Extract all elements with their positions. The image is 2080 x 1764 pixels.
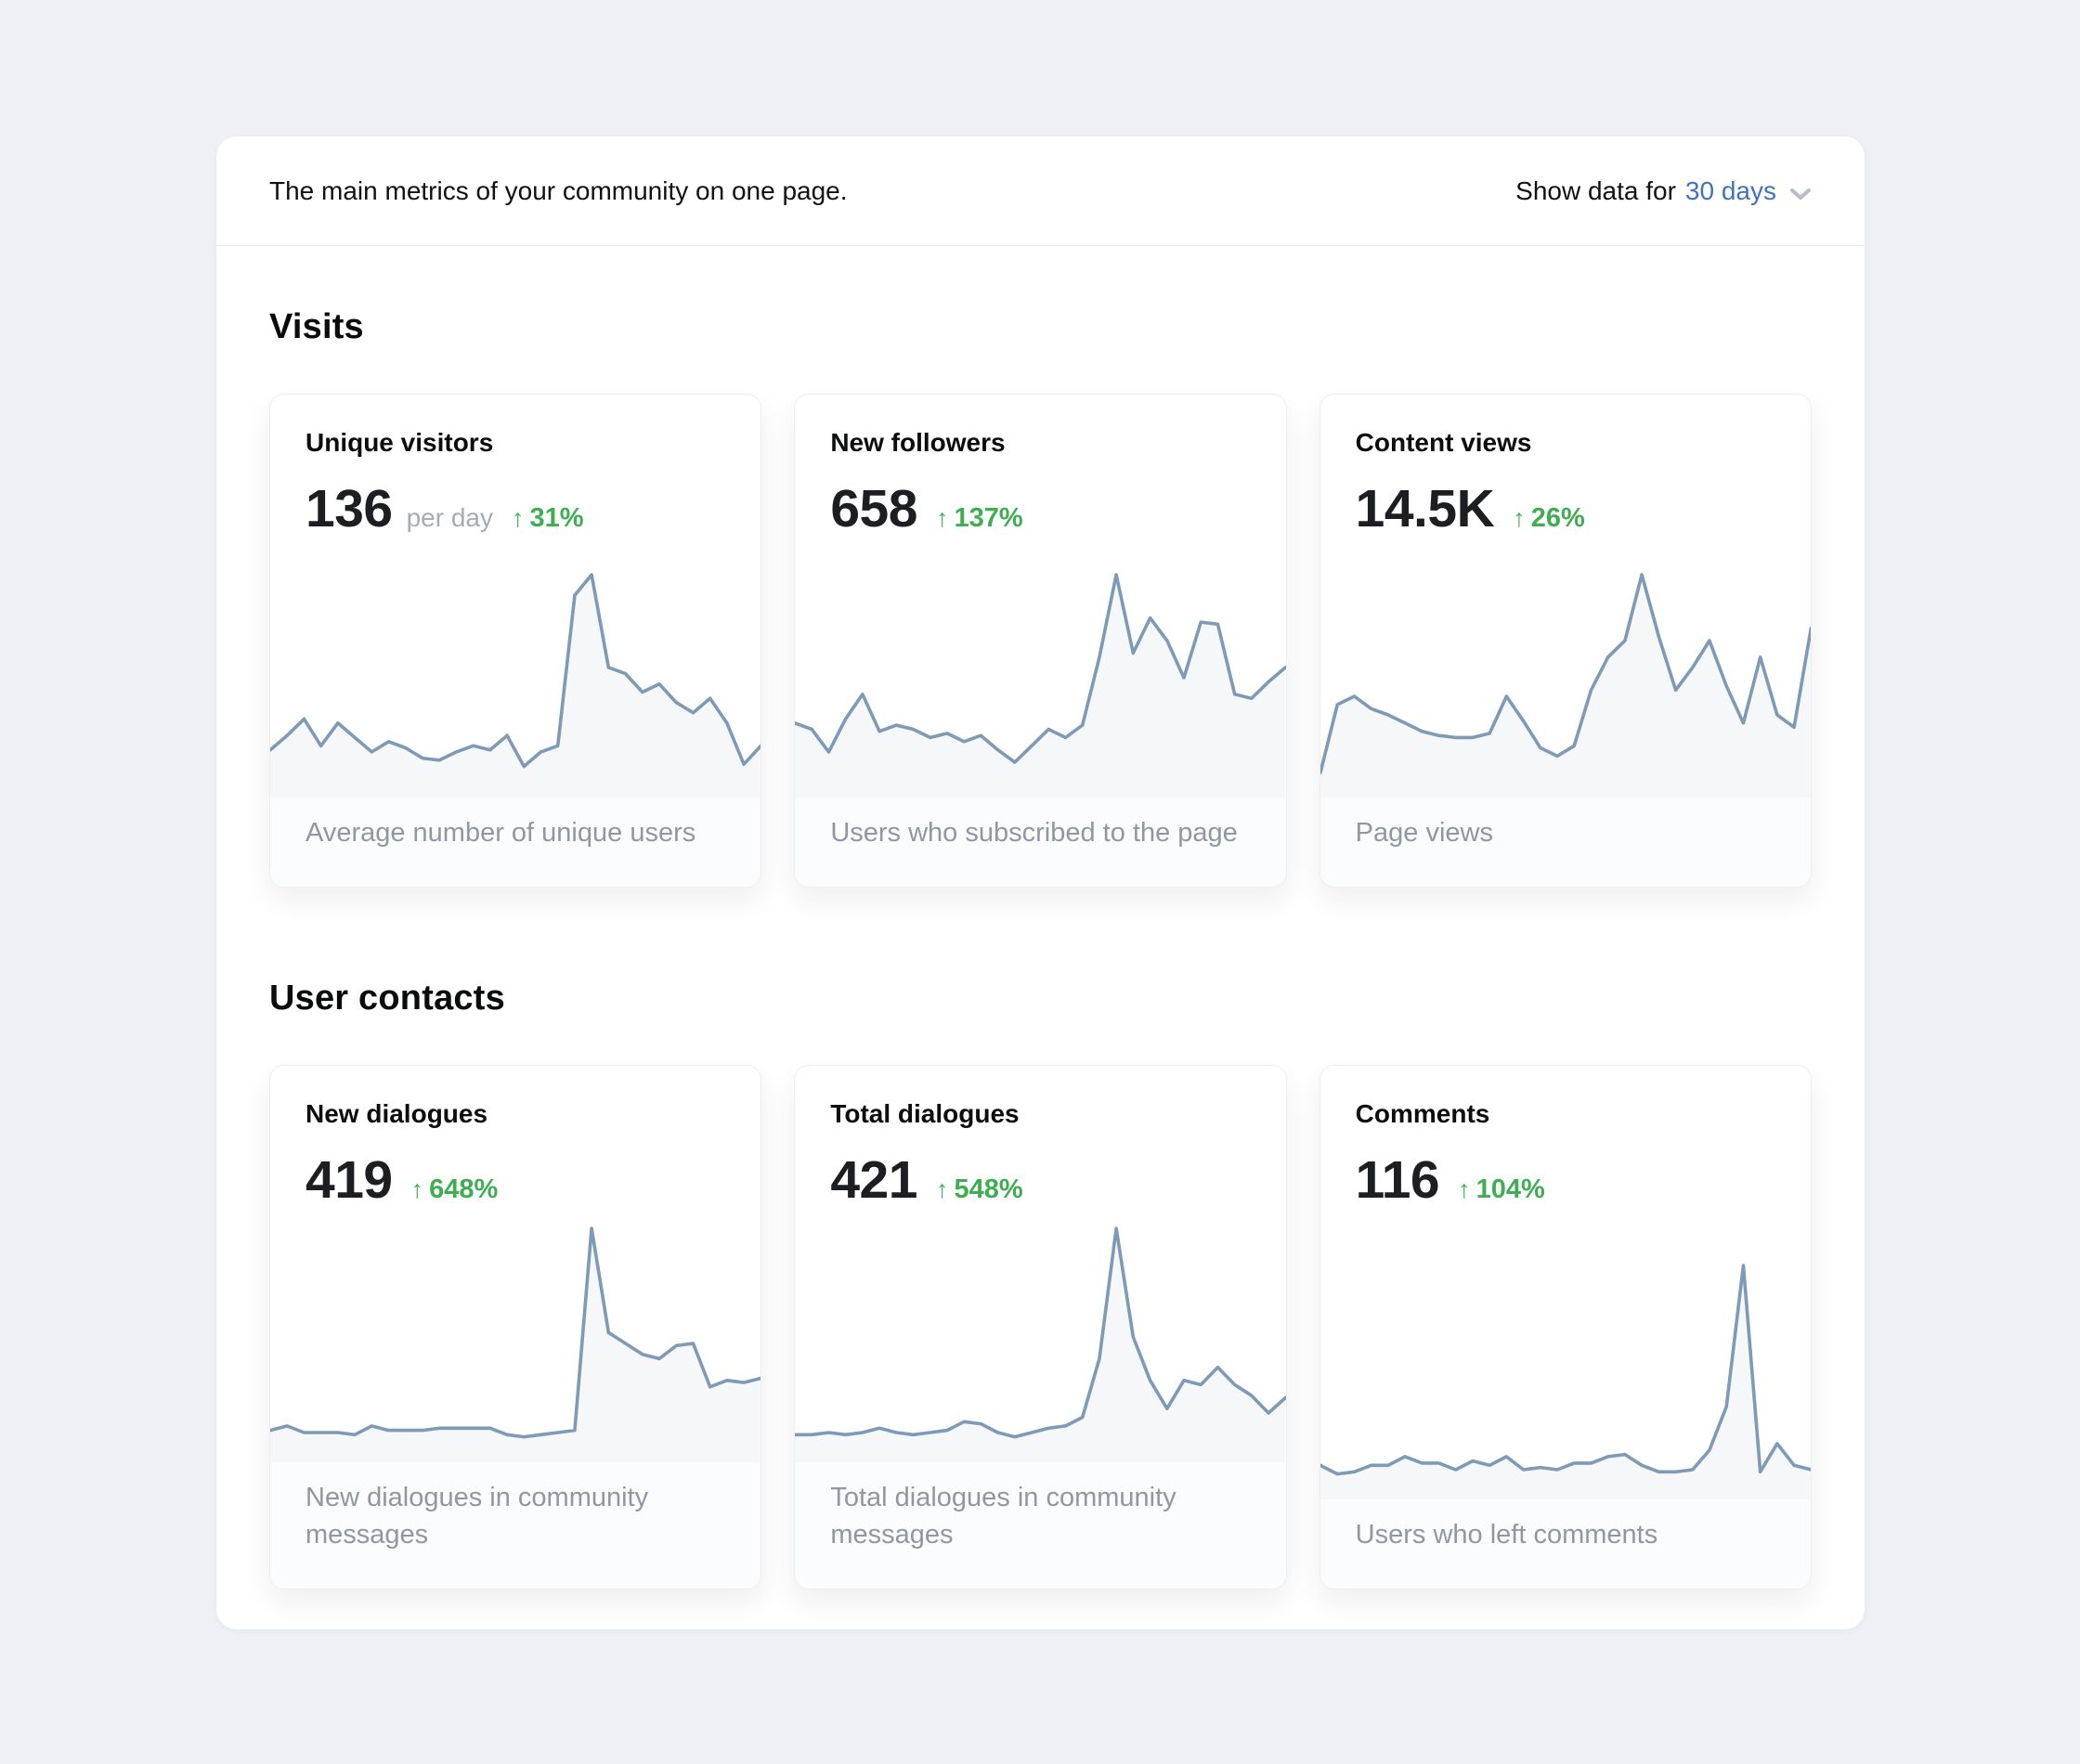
- metric-title: Unique visitors: [306, 428, 494, 457]
- metric-change-badge: ↑ 31%: [512, 503, 584, 534]
- metric-change-value: 137%: [954, 503, 1023, 533]
- metric-card-new-followers: New followers 658 ↑ 137% Users who subsc…: [794, 394, 1287, 888]
- metric-value-row: 136 per day ↑ 31%: [270, 478, 760, 539]
- sparkline-chart: [1320, 565, 1811, 798]
- metric-description: Total dialogues in community messages: [795, 1461, 1286, 1589]
- sparkline-chart: [795, 1219, 1286, 1462]
- metric-change-badge: ↑ 26%: [1513, 503, 1585, 534]
- metric-change-badge: ↑ 137%: [936, 503, 1023, 534]
- period-selector-label: Show data for: [1515, 175, 1676, 205]
- metric-value-row: 421 ↑ 548%: [795, 1149, 1285, 1211]
- metric-unit: per day: [406, 503, 494, 532]
- metric-change-value: 26%: [1530, 503, 1585, 533]
- metric-change-value: 31%: [529, 503, 584, 533]
- metric-value-row: 116 ↑ 104%: [1320, 1149, 1811, 1211]
- metric-change-badge: ↑ 648%: [411, 1174, 499, 1205]
- page-title: The main metrics of your community on on…: [269, 175, 848, 205]
- metric-description: Users who subscribed to the page: [795, 797, 1286, 887]
- metric-description: New dialogues in community messages: [270, 1461, 761, 1589]
- arrow-up-icon: ↑: [512, 504, 525, 532]
- visits-cards-row: Unique visitors 136 per day ↑ 31% Averag…: [269, 394, 1812, 888]
- metric-value: 658: [830, 479, 917, 538]
- metric-change-value: 548%: [954, 1174, 1023, 1204]
- metric-value: 116: [1355, 1150, 1440, 1210]
- section-title-visits: Visits: [269, 307, 364, 346]
- arrow-up-icon: ↑: [1513, 504, 1526, 532]
- metric-description: Users who left comments: [1320, 1498, 1811, 1589]
- arrow-up-icon: ↑: [935, 504, 949, 532]
- metric-value-row: 14.5K ↑ 26%: [1320, 478, 1811, 539]
- metric-card-new-dialogues: New dialogues 419 ↑ 648% New dialogues i…: [269, 1065, 762, 1589]
- section-visits: Visits Unique visitors 136 per day ↑ 31%…: [269, 246, 1812, 888]
- sparkline-chart: [1320, 1256, 1811, 1499]
- metric-card-comments: Comments 116 ↑ 104% Users who left comme…: [1319, 1065, 1812, 1589]
- metric-value: 14.5K: [1355, 479, 1495, 538]
- metric-change-badge: ↑ 104%: [1458, 1174, 1545, 1205]
- metric-title: Comments: [1355, 1099, 1490, 1128]
- arrow-up-icon: ↑: [1458, 1175, 1471, 1203]
- period-selector-value: 30 days: [1684, 175, 1776, 205]
- panel-content: Visits Unique visitors 136 per day ↑ 31%…: [216, 246, 1865, 1589]
- metric-title: Total dialogues: [830, 1099, 1020, 1128]
- metric-value-row: 419 ↑ 648%: [270, 1149, 760, 1211]
- sparkline-chart: [795, 565, 1286, 798]
- metric-change-badge: ↑ 548%: [936, 1174, 1023, 1205]
- section-user-contacts: User contacts New dialogues 419 ↑ 648% N…: [269, 888, 1812, 1589]
- metric-title: Content views: [1355, 428, 1532, 457]
- sparkline-chart: [270, 1219, 761, 1462]
- panel-header: The main metrics of your community on on…: [216, 136, 1865, 246]
- section-title-user-contacts: User contacts: [269, 979, 505, 1018]
- metric-title: New dialogues: [306, 1099, 488, 1128]
- metric-value: 419: [306, 1150, 393, 1210]
- user-contacts-cards-row: New dialogues 419 ↑ 648% New dialogues i…: [269, 1065, 1812, 1589]
- metric-description: Average number of unique users: [270, 797, 761, 887]
- metric-title: New followers: [830, 428, 1006, 457]
- metric-value: 421: [830, 1150, 917, 1210]
- metric-card-content-views: Content views 14.5K ↑ 26% Page views: [1319, 394, 1812, 888]
- metric-change-value: 648%: [429, 1174, 499, 1204]
- metric-change-value: 104%: [1476, 1174, 1545, 1204]
- metric-value: 136: [306, 479, 393, 538]
- metrics-panel: The main metrics of your community on on…: [216, 136, 1865, 1629]
- sparkline-chart: [270, 565, 761, 798]
- metric-card-unique-visitors: Unique visitors 136 per day ↑ 31% Averag…: [269, 394, 762, 888]
- chevron-down-icon: [1790, 188, 1811, 200]
- metric-description: Page views: [1320, 797, 1811, 887]
- metric-value-row: 658 ↑ 137%: [795, 478, 1285, 539]
- arrow-up-icon: ↑: [410, 1175, 424, 1203]
- metric-card-total-dialogues: Total dialogues 421 ↑ 548% Total dialogu…: [794, 1065, 1287, 1589]
- arrow-up-icon: ↑: [935, 1175, 949, 1203]
- period-selector[interactable]: Show data for 30 days: [1515, 176, 1812, 206]
